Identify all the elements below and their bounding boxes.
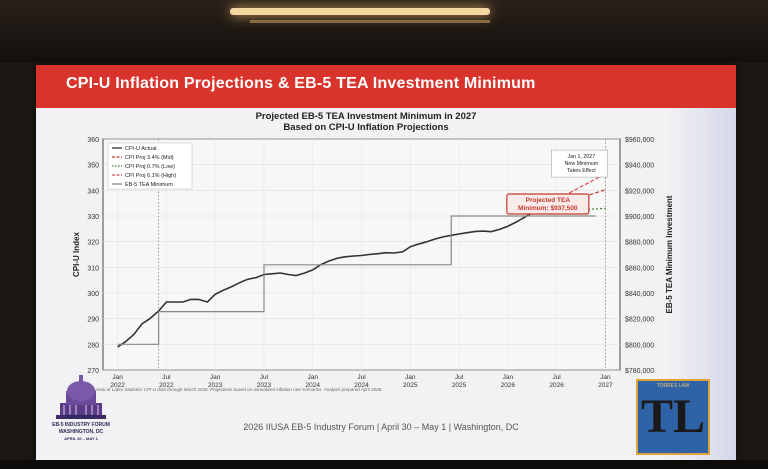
- x-tick-label-year: 2024: [305, 382, 320, 389]
- x-tick-label-month: Jul: [162, 374, 171, 381]
- x-tick-label-month: Jul: [552, 374, 561, 381]
- x-tick-label-month: Jul: [260, 374, 269, 381]
- x-tick-label-year: 2023: [257, 382, 272, 389]
- x-tick-label-year: 2025: [403, 382, 418, 389]
- legend-label: CPI Proj 3.4% (Mid): [125, 155, 174, 161]
- y2-tick-label: $960,000: [625, 137, 654, 144]
- y-tick-label: 320: [87, 240, 99, 247]
- series-line-0: [117, 212, 533, 348]
- y-tick-label: 270: [87, 368, 99, 375]
- chart-title-block: Projected EB-5 TEA Investment Minimum in…: [216, 111, 516, 133]
- annotation-text-projected: Projected TEA: [526, 197, 571, 204]
- legend-label: CPI-U Actual: [125, 146, 156, 152]
- torres-law-logo-letters: TL: [640, 390, 706, 443]
- room-floor: [0, 460, 768, 469]
- annotation-text-effective: New Minimum: [565, 161, 599, 167]
- y2-tick-label: $820,000: [625, 317, 654, 324]
- y2-tick-label: $780,000: [625, 368, 654, 375]
- y-tick-label: 330: [87, 214, 99, 221]
- slide-title: CPI-U Inflation Projections & EB-5 TEA I…: [66, 75, 536, 92]
- y-tick-label: 310: [87, 265, 99, 272]
- x-tick-label-month: Jan: [307, 374, 318, 381]
- annotation-box-projected: [506, 193, 590, 215]
- y2-tick-label: $840,000: [625, 291, 654, 298]
- x-tick-label-year: 2022: [110, 382, 125, 389]
- y2-tick-label: $900,000: [625, 214, 654, 221]
- x-tick-label-month: Jan: [405, 374, 416, 381]
- x-tick-label-year: 2025: [452, 382, 467, 389]
- torres-law-logo: TORRES LAW TL: [636, 379, 710, 455]
- y-tick-label: 300: [87, 291, 99, 298]
- ceiling-light: [230, 8, 490, 15]
- room-ceiling: [0, 0, 768, 62]
- forum-logo-line2: EB-5 INDUSTRY FORUM: [52, 422, 110, 428]
- forum-logo-line1: 2026 IIUSA: [65, 415, 97, 421]
- legend-label: CPI Proj 6.1% (High): [125, 173, 176, 179]
- y2-tick-label: $940,000: [625, 163, 654, 170]
- forum-logo-line4: APRIL 30 – MAY 1: [64, 436, 98, 441]
- y-tick-label: 360: [87, 137, 99, 144]
- torres-law-logo-title: TORRES LAW: [656, 383, 690, 389]
- y2-tick-label: $880,000: [625, 240, 654, 247]
- y-tick-label: 340: [87, 188, 99, 195]
- x-tick-label-year: 2026: [549, 382, 564, 389]
- y-tick-label: 280: [87, 342, 99, 349]
- y-axis-label: CPI-U Index: [72, 232, 81, 277]
- y-tick-label: 350: [87, 163, 99, 170]
- x-tick-label-month: Jan: [503, 374, 514, 381]
- forum-logo: 2026 IIUSA EB-5 INDUSTRY FORUM WASHINGTO…: [40, 363, 122, 455]
- series-line-4: [117, 215, 596, 345]
- y-tick-label: 290: [87, 317, 99, 324]
- y2-axis-label: EB-5 TEA Minimum Investment: [665, 195, 674, 313]
- x-tick-label-month: Jul: [455, 374, 464, 381]
- legend-label: EB-5 TEA Minimum: [125, 182, 173, 188]
- x-tick-label-month: Jul: [357, 374, 366, 381]
- chart-title: Projected EB-5 TEA Investment Minimum in…: [255, 111, 477, 122]
- x-tick-label-month: Jan: [112, 374, 123, 381]
- x-tick-label-month: Jan: [600, 374, 611, 381]
- projection-screen: CPI-U Inflation Projections & EB-5 TEA I…: [36, 65, 736, 460]
- y2-tick-label: $860,000: [625, 265, 654, 272]
- x-tick-label-year: 2023: [208, 382, 223, 389]
- y2-tick-label: $920,000: [625, 188, 654, 195]
- y2-tick-label: $800,000: [625, 342, 654, 349]
- x-tick-label-year: 2026: [501, 382, 516, 389]
- source-note: Bureau of Labor Statistics CPI-U data th…: [91, 387, 383, 392]
- forum-logo-line3: WASHINGTON, DC: [58, 429, 104, 435]
- cpi-eb5-line-chart: 270 $780,000 280 $800,000 290 $820,000 300 $840…: [72, 137, 674, 389]
- annotation-box-effective: [551, 149, 608, 178]
- slide-footer: 2026 IIUSA EB-5 Industry Forum | April 3…: [243, 422, 519, 432]
- x-tick-label-month: Jan: [210, 374, 221, 381]
- annotation-text-effective: Takes Effect: [567, 168, 596, 174]
- x-tick-label-year: 2027: [598, 382, 613, 389]
- x-tick-label-year: 2024: [354, 382, 369, 389]
- annotation-text-effective: Jan 1, 2027: [568, 154, 596, 160]
- ceiling-fixture: [250, 20, 490, 23]
- annotation-text-projected: Minimum: $937,500: [518, 205, 578, 212]
- capitol-dome-icon: [56, 375, 106, 419]
- chart-subtitle: Based on CPI-U Inflation Projections: [283, 122, 449, 133]
- slide-header-bar: CPI-U Inflation Projections & EB-5 TEA I…: [36, 65, 736, 108]
- x-tick-label-year: 2022: [159, 382, 174, 389]
- legend-label: CPI Proj 0.7% (Low): [125, 164, 175, 170]
